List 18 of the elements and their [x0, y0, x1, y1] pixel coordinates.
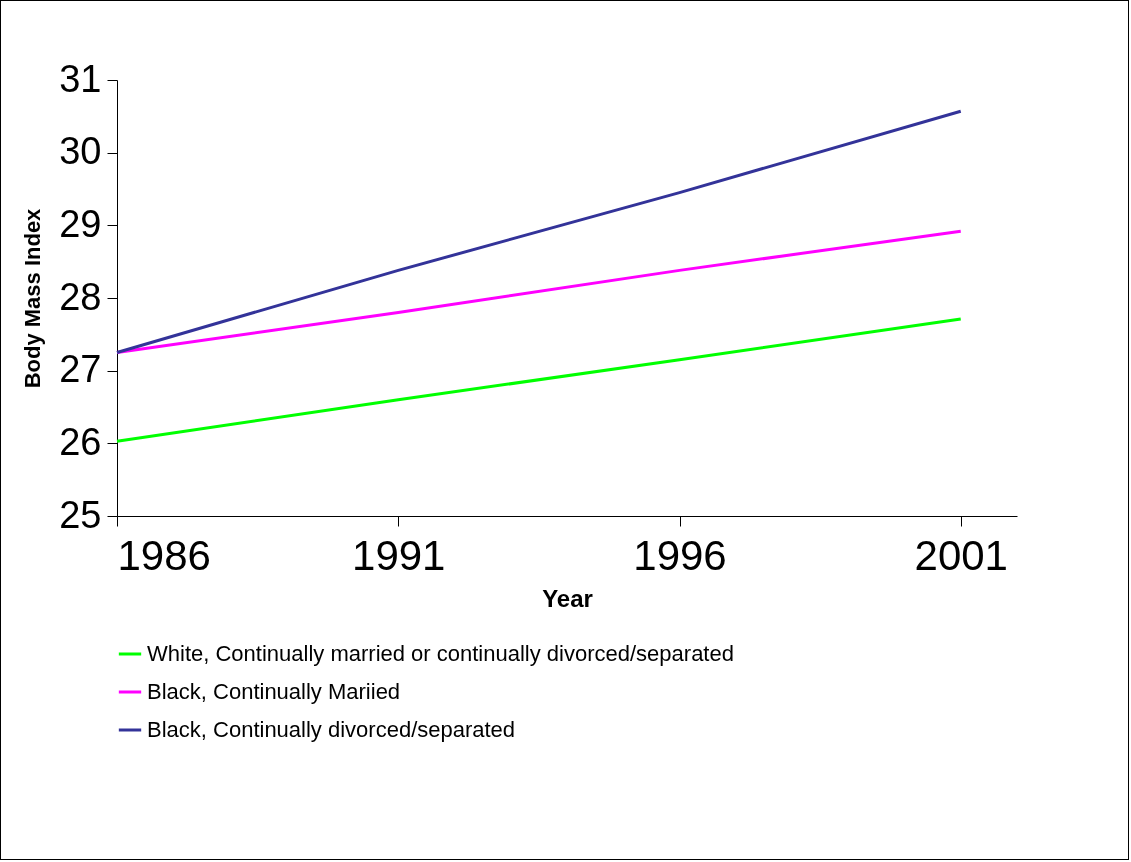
y-tick-label: 28 [59, 275, 102, 318]
line-series [115, 109, 963, 354]
x-tick-label: 1986 [117, 531, 211, 579]
legend-label: White, Continually married or continually divorced/separated [147, 641, 734, 666]
y-tick-label: 27 [59, 348, 102, 391]
y-tick-label: 29 [59, 202, 102, 245]
y-tick-label: 31 [59, 57, 102, 100]
line-series [115, 317, 963, 443]
legend-label: Black, Continually Mariied [147, 679, 401, 704]
x-tick-label: 2001 [914, 531, 1008, 579]
y-tick-label: 26 [59, 420, 102, 463]
legend-label: Black, Continually divorced/separated [147, 717, 516, 742]
x-tick-label: 1996 [633, 531, 727, 579]
y-tick-label: 25 [59, 493, 102, 536]
y-tick-label: 30 [59, 130, 102, 173]
x-tick-label: 1991 [352, 531, 446, 579]
y-axis-title: Body Mass Index [20, 207, 46, 389]
x-axis-title: Year [542, 584, 593, 612]
